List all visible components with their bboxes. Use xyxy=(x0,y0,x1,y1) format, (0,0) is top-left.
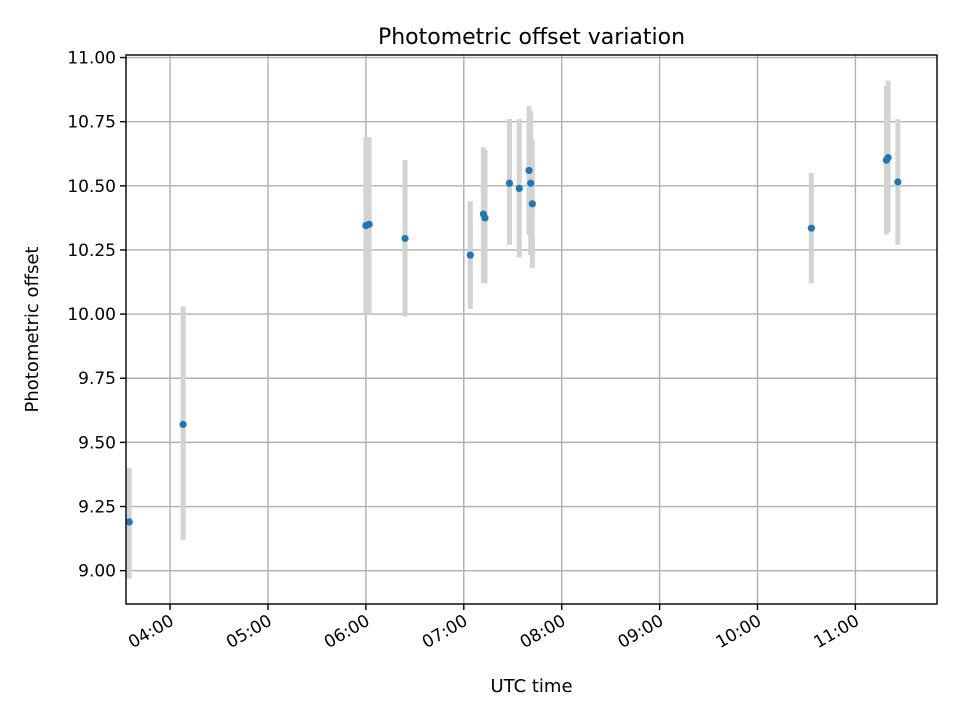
y-tick-label-0: 9.00 xyxy=(78,562,116,582)
data-point-13 xyxy=(807,224,815,232)
x-tick-label-7: 11:00 xyxy=(810,611,862,653)
data-point-16 xyxy=(894,178,902,186)
y-tick-label-4: 10.00 xyxy=(67,305,116,325)
y-tick-label-8: 11.00 xyxy=(67,49,116,69)
y-tick-label-5: 10.25 xyxy=(67,241,116,261)
plot-frame xyxy=(125,54,938,605)
errorbar-layer xyxy=(126,80,901,579)
data-point-5 xyxy=(466,251,474,259)
data-point-11 xyxy=(527,179,535,187)
y-tick-label-3: 9.75 xyxy=(78,369,116,389)
data-point-7 xyxy=(481,214,489,222)
x-tick-label-1: 05:00 xyxy=(223,611,275,653)
x-tick-label-3: 07:00 xyxy=(419,611,471,653)
y-tick-label-1: 9.25 xyxy=(78,498,116,518)
data-point-1 xyxy=(179,420,187,429)
y-axis-label: Photometric offset xyxy=(22,247,43,413)
data-point-12 xyxy=(528,200,536,208)
y-tick-label-6: 10.50 xyxy=(67,177,116,197)
point-layer xyxy=(125,154,902,526)
data-point-10 xyxy=(525,166,533,175)
data-point-9 xyxy=(515,184,523,193)
data-point-0 xyxy=(125,518,133,526)
data-point-8 xyxy=(505,179,514,187)
x-tick-label-5: 09:00 xyxy=(615,611,667,653)
x-tick-label-0: 04:00 xyxy=(125,611,177,653)
x-tick-label-6: 10:00 xyxy=(713,611,765,653)
x-axis-label: UTC time xyxy=(490,676,572,697)
data-point-15 xyxy=(884,154,892,162)
data-point-3 xyxy=(365,220,373,228)
x-tick-label-2: 06:00 xyxy=(321,611,373,653)
y-tick-label-2: 9.50 xyxy=(78,433,116,453)
data-point-4 xyxy=(401,234,409,243)
x-tick-label-4: 08:00 xyxy=(517,611,569,653)
y-tick-label-7: 10.75 xyxy=(67,113,116,133)
tick-layer: 04:00 05:00 06:00 07:00 08:00 09:00 10:00 11:00… xyxy=(67,49,863,653)
chart-title: Photometric offset variation xyxy=(378,25,685,50)
